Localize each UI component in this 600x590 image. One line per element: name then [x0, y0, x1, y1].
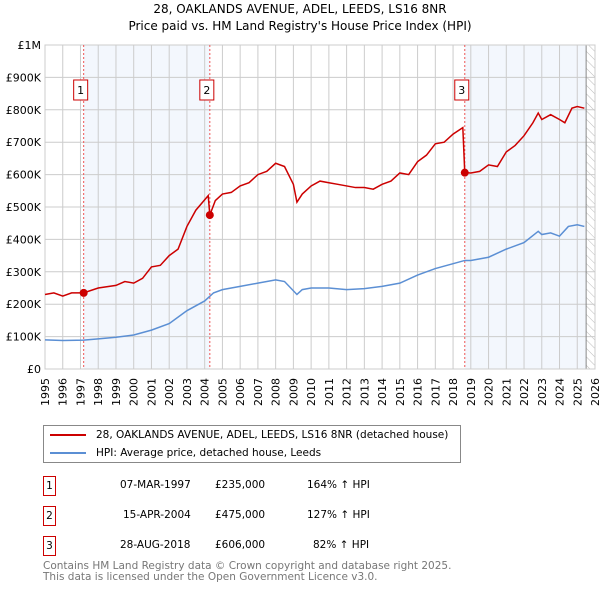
sale-id: 2 [43, 506, 56, 526]
sale-point [460, 168, 469, 177]
x-tick-label: 2002 [163, 378, 176, 406]
x-tick-label: 2008 [270, 378, 283, 406]
x-tick-label: 2015 [394, 378, 407, 406]
legend-item-property: 28, OAKLANDS AVENUE, ADEL, LEEDS, LS16 8… [50, 427, 448, 443]
x-tick-label: 1997 [74, 378, 87, 406]
sale-point [79, 288, 88, 297]
legend-label: HPI: Average price, detached house, Leed… [96, 447, 322, 459]
x-tick-label: 2024 [554, 378, 567, 406]
x-tick-label: 2016 [412, 378, 425, 406]
sale-row: 1 07-MAR-1997 £235,000 164% ↑ HPI [43, 476, 463, 496]
sale-id: 1 [43, 476, 56, 496]
x-tick-label: 2000 [128, 378, 141, 406]
footer-line: This data is licensed under the Open Gov… [43, 571, 378, 583]
x-tick-label: 2017 [429, 378, 442, 406]
legend: 28, OAKLANDS AVENUE, ADEL, LEEDS, LS16 8… [43, 425, 461, 463]
sale-label: 3 [458, 84, 465, 97]
sale-row: 3 28-AUG-2018 £606,000 82% ↑ HPI [43, 536, 463, 556]
x-tick-label: 2025 [571, 378, 584, 406]
legend-item-hpi: HPI: Average price, detached house, Leed… [50, 445, 321, 461]
x-tick-label: 2005 [216, 378, 229, 406]
y-tick-label: £500K [6, 201, 42, 214]
y-tick-label: £800K [6, 104, 42, 117]
x-tick-label: 2007 [252, 378, 265, 406]
sale-point [205, 211, 214, 220]
x-tick-label: 2013 [358, 378, 371, 406]
x-tick-label: 2012 [341, 378, 354, 406]
sale-date: 28-AUG-2018 [120, 539, 191, 551]
series-line [44, 105, 585, 297]
legend-swatch [50, 434, 86, 436]
sale-label-box [454, 79, 470, 101]
x-tick-label: 2011 [323, 378, 336, 406]
series-line [44, 224, 585, 342]
y-tick-label: £300K [6, 266, 42, 279]
sale-row: 2 15-APR-2004 £475,000 127% ↑ HPI [43, 506, 463, 526]
x-tick-label: 2009 [287, 378, 300, 406]
x-tick-label: 2020 [483, 378, 496, 406]
y-tick-label: £100K [6, 331, 42, 344]
sale-date: 15-APR-2004 [123, 509, 191, 521]
sale-price: £606,000 [215, 539, 266, 551]
x-tick-label: 2022 [518, 378, 531, 406]
sale-hpi: 82% ↑ HPI [313, 539, 370, 551]
x-tick-label: 2023 [536, 378, 549, 406]
sale-hpi: 164% ↑ HPI [307, 479, 370, 491]
y-tick-label: £0 [27, 363, 41, 376]
x-tick-label: 1999 [110, 378, 123, 406]
sale-label-box [199, 79, 215, 101]
x-tick-label: 2019 [465, 378, 478, 406]
x-tick-label: 1998 [92, 378, 105, 406]
y-tick-label: £400K [6, 233, 42, 246]
sale-label-box [73, 79, 89, 101]
sale-hpi: 127% ↑ HPI [307, 509, 370, 521]
legend-label: 28, OAKLANDS AVENUE, ADEL, LEEDS, LS16 8… [96, 429, 449, 441]
sale-label: 1 [77, 84, 84, 97]
plot-border [44, 44, 596, 370]
legend-swatch [50, 452, 86, 454]
y-tick-label: £1M [18, 39, 42, 52]
footer: Contains HM Land Registry data © Crown c… [43, 561, 451, 583]
x-tick-label: 2003 [181, 378, 194, 406]
sale-date: 07-MAR-1997 [120, 479, 191, 491]
y-tick-label: £600K [6, 169, 42, 182]
chart-subtitle: Price paid vs. HM Land Registry's House … [128, 19, 472, 33]
x-tick-label: 2026 [589, 378, 600, 406]
sale-id: 3 [43, 536, 56, 556]
x-tick-label: 2018 [447, 378, 460, 406]
sale-price: £235,000 [215, 479, 266, 491]
y-tick-label: £900K [6, 71, 42, 84]
x-tick-label: 2021 [500, 378, 513, 406]
chart-title: 28, OAKLANDS AVENUE, ADEL, LEEDS, LS16 8… [153, 2, 447, 16]
sale-price: £475,000 [215, 509, 266, 521]
x-tick-label: 2006 [234, 378, 247, 406]
footer-line: Contains HM Land Registry data © Crown c… [43, 560, 452, 572]
y-tick-label: £700K [6, 136, 42, 149]
x-tick-label: 2004 [199, 378, 212, 406]
x-tick-label: 2014 [376, 378, 389, 406]
price-chart: 1995 1996 1997 1998 1999 2000 2001 2002 2003 2004… [6, 39, 600, 406]
x-tick-label: 2010 [305, 378, 318, 406]
x-tick-label: 1996 [57, 378, 70, 406]
y-tick-label: £200K [6, 298, 42, 311]
x-tick-label: 1995 [39, 378, 52, 406]
sale-label: 2 [203, 84, 210, 97]
x-tick-label: 2001 [145, 378, 158, 406]
